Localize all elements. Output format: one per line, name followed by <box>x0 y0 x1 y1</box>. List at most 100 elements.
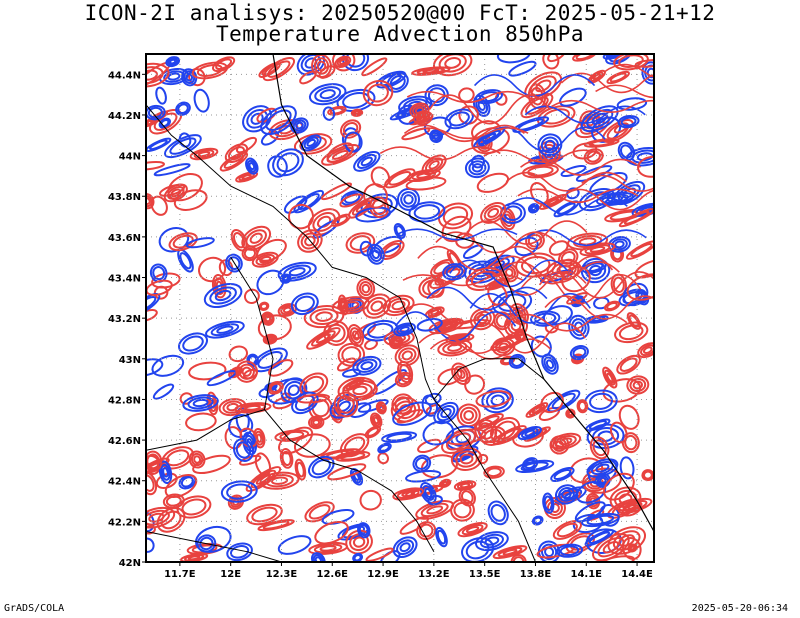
cold-contour <box>422 420 455 446</box>
warm-contour <box>189 147 219 161</box>
cold-contour <box>357 522 371 539</box>
cold-contour <box>381 431 418 443</box>
warm-contour <box>388 335 404 350</box>
warm-contour <box>146 192 155 210</box>
warm-contour <box>188 361 227 381</box>
cold-contour <box>521 457 539 471</box>
warm-contour <box>293 433 331 458</box>
warm-contour <box>159 183 186 197</box>
warm-contour <box>480 201 507 224</box>
cold-contour <box>461 537 495 562</box>
warm-contour <box>626 273 654 301</box>
warm-contour <box>336 357 357 372</box>
warm-contour <box>299 372 329 397</box>
warm-contour <box>405 176 447 191</box>
warm-contour <box>375 401 387 415</box>
warm-contour <box>365 547 394 562</box>
warm-contour <box>403 124 525 143</box>
cold-contour <box>182 394 219 412</box>
warm-contour <box>603 300 621 312</box>
warm-contour <box>258 301 270 311</box>
warm-contour <box>561 265 591 293</box>
cold-contour <box>355 206 392 223</box>
cold-contour <box>525 229 647 247</box>
warm-contour <box>198 256 227 283</box>
warm-contour <box>437 202 474 230</box>
warm-contour <box>218 259 234 277</box>
warm-contour <box>603 63 654 79</box>
warm-contour <box>589 436 610 460</box>
warm-contour <box>239 454 262 466</box>
cold-contour <box>575 165 613 182</box>
warm-contour <box>427 278 445 298</box>
warm-contour <box>377 452 389 465</box>
warm-contour <box>146 308 158 322</box>
warm-contour <box>583 138 620 148</box>
warm-contour <box>311 54 332 78</box>
cold-contour <box>352 355 382 376</box>
warm-contour <box>506 313 628 332</box>
warm-contour <box>544 295 654 320</box>
footer-credit: GrADS/COLA <box>4 603 65 614</box>
cold-contour <box>220 480 258 503</box>
warm-contour <box>614 321 649 344</box>
lon-tick-label: 13.2E <box>418 569 450 580</box>
warm-contour <box>361 57 388 77</box>
warm-contour <box>402 274 524 287</box>
lat-tick-label: 42.4N <box>108 477 141 488</box>
lon-tick-label: 14.4E <box>621 569 653 580</box>
warm-contour <box>176 495 212 519</box>
contour-layer <box>146 54 654 562</box>
cold-contour <box>233 438 254 462</box>
cold-contour <box>524 105 646 124</box>
cold-contour <box>508 353 526 369</box>
warm-contour <box>326 142 354 163</box>
warm-contour <box>579 242 616 257</box>
lat-tick-label: 43.4N <box>108 274 141 285</box>
warm-contour <box>542 54 560 70</box>
warm-contour <box>257 519 295 532</box>
warm-contour <box>396 409 424 424</box>
cold-contour <box>531 515 544 526</box>
warm-contour <box>296 393 331 404</box>
region-border <box>433 358 545 400</box>
cold-contour <box>290 117 309 134</box>
cold-contour <box>550 466 575 483</box>
latitude-axis: 44.4N 44.2N 44N 43.8N 43.6N 43.4N 43.2N 43N 42.8… <box>108 70 146 569</box>
warm-contour <box>609 421 628 444</box>
footer-timestamp: 2025-05-20-06:34 <box>691 603 788 614</box>
cold-contour <box>357 399 389 413</box>
warm-contour <box>192 454 231 475</box>
cold-contour <box>277 535 312 555</box>
warm-contour <box>356 278 376 300</box>
cold-contour <box>416 318 443 332</box>
warm-contour <box>235 360 258 383</box>
warm-contour <box>457 522 488 538</box>
lon-tick-label: 12.6E <box>317 569 349 580</box>
cold-contour <box>469 292 591 324</box>
lat-tick-label: 44N <box>119 152 141 163</box>
warm-contour <box>613 54 649 71</box>
lon-tick-label: 13.8E <box>520 569 552 580</box>
warm-contour <box>483 465 505 479</box>
lat-tick-label: 43N <box>119 355 141 366</box>
warm-contour <box>490 416 521 444</box>
cold-contour <box>181 68 198 87</box>
warm-contour <box>241 245 259 262</box>
warm-contour <box>548 240 569 256</box>
cold-contour <box>158 117 171 129</box>
warm-contour <box>520 158 642 176</box>
cold-contour <box>396 228 518 241</box>
warm-contour <box>191 61 229 80</box>
cold-contour <box>146 537 155 553</box>
warm-contour <box>510 553 527 562</box>
cold-contour <box>626 146 654 167</box>
cold-contour <box>245 157 259 175</box>
warm-contour <box>449 318 491 330</box>
cold-contour <box>178 132 192 148</box>
cold-contour <box>619 456 635 480</box>
warm-contour <box>621 432 640 454</box>
cold-contour <box>205 320 245 339</box>
warm-contour <box>337 294 349 316</box>
warm-contour <box>458 87 475 103</box>
